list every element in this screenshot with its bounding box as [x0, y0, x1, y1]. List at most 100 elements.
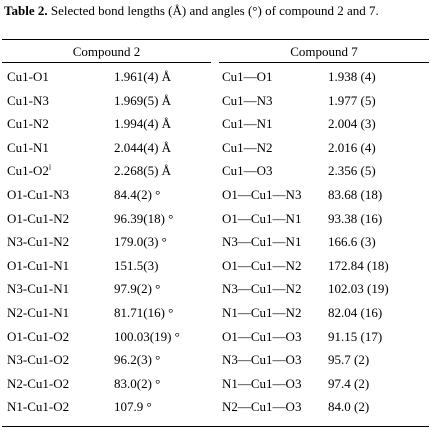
value-compound-2-text: 2.044(4) Å [114, 139, 172, 155]
value-compound-7: 83.68 (18) [328, 187, 382, 203]
value-compound-7-text: 102.03 (19) [328, 281, 389, 297]
bond-compound-2-text: Cu1-N2 [7, 116, 49, 132]
bond-compound-2: Cu1-N1 [7, 140, 49, 156]
bond-compound-7-text: Cu1—N2 [222, 139, 273, 155]
table-row: O1-Cu1-N2 96.39(18) ° O1—Cu1—N1 93.38 (16) [0, 207, 431, 231]
table-row: N3-Cu1-N1 97.9(2) ° N3—Cu1—N2 102.03 (19) [0, 277, 431, 301]
bond-compound-2: O1-Cu1-N3 [7, 187, 69, 203]
bond-compound-2-text: O1-Cu1-O2 [7, 328, 70, 344]
value-compound-7: 166.6 (3) [328, 234, 376, 250]
table-row: O1-Cu1-O2 100.03(19) ° O1—Cu1—O3 91.15 (17) [0, 325, 431, 349]
bond-compound-7: O1—Cu1—N2 [222, 258, 301, 274]
bond-compound-2: N1-Cu1-O2 [7, 399, 69, 415]
bond-compound-2: Cu1-N2 [7, 116, 49, 132]
value-compound-7-text: 166.6 (3) [328, 234, 376, 250]
value-compound-7: 2.016 (4) [328, 140, 376, 156]
bond-compound-2-text: O1-Cu1-N3 [7, 187, 70, 202]
bond-compound-2-text: Cu1-N1 [7, 139, 49, 155]
value-compound-7-text: 2.356 (5) [328, 163, 376, 179]
table-row: N2-Cu1-N1 81.71(16) ° N1—Cu1—N2 82.04 (16) [0, 301, 431, 325]
value-compound-2: 97.9(2) ° [114, 281, 160, 297]
value-compound-7: 93.38 (16) [328, 211, 382, 227]
value-compound-7: 1.938 (4) [328, 69, 376, 85]
value-compound-2-text: 151.5(3) [114, 257, 159, 273]
bond-compound-7-text: Cu1—O3 [222, 163, 273, 179]
value-compound-2: 1.961(4) Å [114, 69, 171, 85]
value-compound-2-text: 107.9 ° [114, 399, 152, 415]
bond-compound-7: Cu1—N1 [222, 116, 273, 132]
bond-compound-2: N3-Cu1-N1 [7, 281, 69, 297]
value-compound-7-text: 1.938 (4) [328, 69, 376, 84]
table-row: N3-Cu1-N2 179.0(3) ° N3—Cu1—N1 166.6 (3) [0, 230, 431, 254]
value-compound-2: 81.71(16) ° [114, 305, 173, 321]
bond-compound-7-text: O1—Cu1—N2 [222, 257, 302, 273]
value-compound-2: 179.0(3) ° [114, 234, 167, 250]
symmetry-superscript: i [48, 163, 52, 173]
value-compound-7: 1.977 (5) [328, 93, 376, 109]
bond-compound-2-text: Cu1-O1 [7, 69, 49, 84]
value-compound-7-text: 97.4 (2) [328, 375, 370, 391]
table-bottom-rule [2, 426, 429, 427]
value-compound-7-text: 84.0 (2) [328, 399, 370, 415]
bond-compound-2: N2-Cu1-O2 [7, 376, 69, 392]
value-compound-7: 95.7 (2) [328, 352, 369, 368]
bond-compound-2-text: N3-Cu1-N1 [7, 281, 70, 297]
bond-compound-7: N3—Cu1—N2 [222, 281, 301, 297]
value-compound-2-text: 97.9(2) ° [114, 281, 161, 297]
bond-compound-2-text: N1-Cu1-O2 [7, 399, 70, 415]
bond-compound-2-text: O1-Cu1-N2 [7, 210, 70, 226]
bond-compound-2: N2-Cu1-N1 [7, 305, 69, 321]
value-compound-2: 83.0(2) ° [114, 376, 160, 392]
bond-compound-7: Cu1—N2 [222, 140, 273, 156]
value-compound-2-text: 81.71(16) ° [114, 305, 174, 320]
table-row: Cu1-O2i 2.268(5) Å Cu1—O3 2.356 (5) [0, 159, 431, 183]
bond-compound-7: Cu1—N3 [222, 93, 273, 109]
table-top-rule [2, 39, 429, 40]
bond-compound-2: Cu1-N3 [7, 93, 49, 109]
bond-compound-2-text: Cu1-O2 [7, 163, 49, 179]
bond-compound-2: O1-Cu1-N2 [7, 211, 69, 227]
value-compound-2-text: 1.969(5) Å [114, 92, 172, 108]
value-compound-2: 96.39(18) ° [114, 211, 173, 227]
value-compound-7-text: 2.004 (3) [328, 116, 376, 132]
value-compound-7-text: 93.38 (16) [328, 210, 383, 226]
bond-compound-7-text: N3—Cu1—N1 [222, 234, 302, 250]
bond-compound-2-text: N2-Cu1-O2 [7, 375, 70, 391]
bond-compound-7: N1—Cu1—O3 [222, 376, 301, 392]
value-compound-2: 107.9 ° [114, 399, 152, 415]
bond-compound-2: O1-Cu1-O2 [7, 329, 69, 345]
bond-compound-7: N2—Cu1—O3 [222, 399, 301, 415]
bond-compound-2-text: O1-Cu1-N1 [7, 257, 70, 273]
table-label: Table 2. [4, 3, 48, 18]
bond-compound-2: Cu1-O1 [7, 69, 49, 85]
bond-compound-7-text: N1—Cu1—N2 [222, 305, 302, 320]
bond-compound-7: N1—Cu1—N2 [222, 305, 301, 321]
bond-compound-7: N3—Cu1—N1 [222, 234, 301, 250]
value-compound-7: 82.04 (16) [328, 305, 382, 321]
bond-compound-7-text: O1—Cu1—N3 [222, 187, 302, 202]
bond-compound-2-text: N3-Cu1-O2 [7, 352, 70, 368]
table-row: N2-Cu1-O2 83.0(2) ° N1—Cu1—O3 97.4 (2) [0, 372, 431, 396]
value-compound-2: 96.2(3) ° [114, 352, 160, 368]
value-compound-7: 2.004 (3) [328, 116, 376, 132]
value-compound-7-text: 1.977 (5) [328, 92, 376, 108]
value-compound-7: 84.0 (2) [328, 399, 369, 415]
value-compound-7: 91.15 (17) [328, 329, 382, 345]
table-caption-text: Selected bond lengths (Å) and angles (°)… [47, 3, 379, 18]
value-compound-7: 102.03 (19) [328, 281, 389, 297]
bond-compound-7-text: N3—Cu1—N2 [222, 281, 302, 297]
value-compound-2-text: 1.961(4) Å [114, 69, 172, 84]
bond-compound-7: O1—Cu1—O3 [222, 329, 301, 345]
table-row: Cu1-N1 2.044(4) Å Cu1—N2 2.016 (4) [0, 136, 431, 160]
value-compound-2: 100.03(19) ° [114, 329, 180, 345]
value-compound-2: 84.4(2) ° [114, 187, 160, 203]
bond-compound-7: N3—Cu1—O3 [222, 352, 301, 368]
bond-compound-7-text: N2—Cu1—O3 [222, 399, 302, 415]
bond-compound-7-text: Cu1—N1 [222, 116, 273, 132]
value-compound-7-text: 95.7 (2) [328, 352, 370, 368]
bond-compound-7: Cu1—O3 [222, 163, 273, 179]
table-row: Cu1-N2 1.994(4) Å Cu1—N1 2.004 (3) [0, 112, 431, 136]
bond-compound-7-text: O1—Cu1—N1 [222, 210, 302, 226]
table-row: O1-Cu1-N3 84.4(2) ° O1—Cu1—N3 83.68 (18) [0, 183, 431, 207]
value-compound-7-text: 83.68 (18) [328, 187, 383, 202]
